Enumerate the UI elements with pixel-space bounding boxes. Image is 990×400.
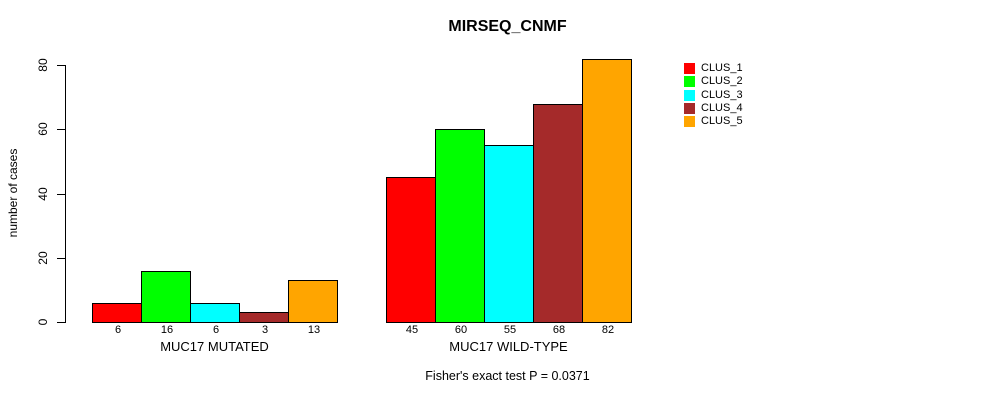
y-tick-label: 20 <box>36 251 50 265</box>
bar <box>92 303 142 323</box>
bar-value-label: 13 <box>307 324 321 336</box>
y-tick <box>57 65 65 66</box>
bar-value-label: 6 <box>212 324 220 336</box>
y-axis-line <box>65 65 66 323</box>
legend-label: CLUS_4 <box>701 101 743 114</box>
y-tick-label: 60 <box>36 122 50 136</box>
legend-label: CLUS_2 <box>701 75 743 88</box>
y-tick-label: 0 <box>36 318 50 326</box>
bar <box>141 271 191 323</box>
bar-value-label: 55 <box>503 324 517 336</box>
legend-label: CLUS_3 <box>701 88 743 101</box>
group-label: MUC17 WILD-TYPE <box>449 339 568 354</box>
legend-swatch <box>684 89 695 101</box>
bar-value-label: 45 <box>405 324 419 336</box>
bar-value-label: 6 <box>114 324 122 336</box>
y-tick <box>57 322 65 323</box>
legend-swatch <box>684 63 695 74</box>
bar <box>484 145 534 323</box>
bar-value-label: 16 <box>160 324 174 336</box>
bar <box>386 177 436 323</box>
y-tick <box>57 257 65 259</box>
page-title: MIRSEQ_CNMF <box>448 18 567 35</box>
y-tick <box>57 193 65 195</box>
bar-value-label: 3 <box>261 324 269 336</box>
bar-value-label: 82 <box>601 324 615 336</box>
y-tick-label: 40 <box>36 186 50 201</box>
legend-label: CLUS_1 <box>701 62 743 74</box>
bar <box>288 280 338 323</box>
y-tick-label: 80 <box>36 58 50 72</box>
bar <box>533 104 583 323</box>
bar-value-label: 68 <box>552 324 566 336</box>
bar-value-label: 60 <box>454 324 468 336</box>
legend-swatch <box>684 116 695 128</box>
legend-swatch <box>684 102 695 114</box>
bar <box>190 303 240 323</box>
bar <box>582 59 632 323</box>
stat-caption: Fisher's exact test P = 0.0371 <box>425 369 590 383</box>
bar <box>435 129 485 323</box>
legend-swatch <box>684 76 695 88</box>
y-tick <box>57 129 65 131</box>
group-label: MUC17 MUTATED <box>160 339 269 354</box>
bar <box>239 312 289 323</box>
legend-label: CLUS_5 <box>701 115 743 128</box>
